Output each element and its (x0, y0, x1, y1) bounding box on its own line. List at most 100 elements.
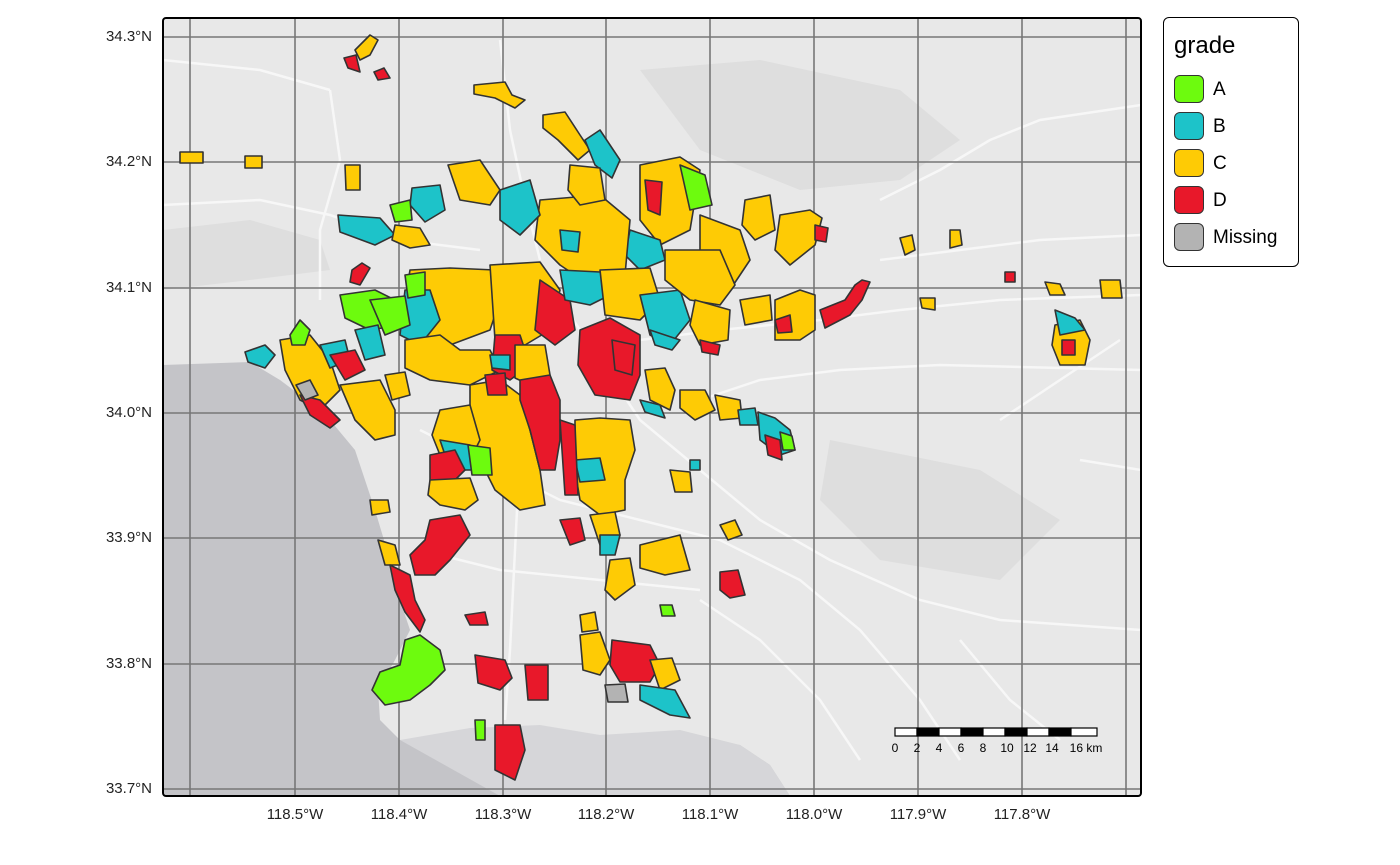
scale-bar-label: 12 (1023, 741, 1037, 755)
polygon-grade-d (464, 611, 489, 626)
polygon-grade-c (354, 34, 379, 61)
road-network (163, 39, 1141, 761)
polygon-grade-d (373, 67, 391, 81)
x-tick-label: 117.8°W (993, 806, 1051, 823)
polygon-grade-d (1004, 271, 1016, 283)
y-tick-label: 33.7°N (105, 780, 152, 797)
polygon-grade-a (389, 199, 413, 223)
scale-bar-label: 2 (913, 741, 921, 755)
polygon-grade-d (329, 349, 366, 381)
scale-bar-label: 10 (1000, 741, 1014, 755)
polygon-grade-c (949, 229, 963, 249)
legend-label: D (1213, 190, 1227, 211)
polygon-grade-b (559, 229, 581, 253)
terrain-patch (640, 60, 960, 190)
polygon-grade-c (244, 155, 263, 169)
scale-bar-label: 4 (935, 741, 943, 755)
scale-bar-label: 14 (1045, 741, 1059, 755)
legend-label: A (1213, 79, 1226, 100)
polygon-grade-a (467, 444, 493, 476)
polygon-grade-c (919, 297, 936, 311)
polygon-grade-d (494, 724, 526, 781)
polygon-grade-c (179, 151, 204, 164)
polygon-grade-c (604, 557, 636, 601)
polygon-grade-d (577, 317, 641, 401)
polygon-grade-b (599, 534, 621, 556)
legend-label: C (1213, 153, 1227, 174)
polygon-grade-b (649, 329, 681, 351)
x-tick-label: 118.4°W (370, 806, 428, 823)
y-tick-label: 34.1°N (105, 279, 152, 296)
polygon-grade-c (899, 234, 916, 256)
x-tick-label: 118.3°W (474, 806, 532, 823)
polygon-grade-c (567, 164, 606, 206)
polygon-grade-d (699, 339, 721, 356)
polygon-grade-b (489, 354, 511, 371)
polygon-grade-b (737, 407, 759, 426)
polygon-grade-c (774, 209, 823, 266)
polygon-grade-a (679, 164, 713, 211)
legend-swatch (1174, 112, 1204, 140)
scale-bar-label: 6 (957, 741, 965, 755)
legend-label: B (1213, 116, 1226, 137)
polygon-grade-d (299, 394, 341, 429)
polygon-grade-c (679, 389, 716, 421)
x-tick-label: 118.1°W (681, 806, 739, 823)
polygon-grade-b (639, 399, 666, 419)
scale-bar-label: 0 (891, 741, 899, 755)
polygon-grade-d (524, 664, 549, 701)
polygon-grade-d (1061, 339, 1076, 356)
legend-swatch (1174, 223, 1204, 251)
polygon-grade-d (409, 514, 471, 576)
polygon-grade-c (542, 111, 591, 161)
polygon-grade-d (611, 339, 636, 376)
polygon-grade-a (371, 634, 446, 706)
polygon-grade-d (559, 517, 586, 546)
polygon-grade-c (664, 249, 736, 306)
polygon-grade-d (474, 654, 513, 691)
polygon-grade-c (391, 224, 431, 249)
polygon-grade-b (559, 269, 611, 306)
polygon-grade-d (484, 372, 508, 396)
polygon-grade-c (579, 611, 599, 633)
terrain-patch (163, 220, 330, 290)
polygon-grade-b (574, 457, 606, 483)
neighborhood-polygons (179, 34, 1123, 781)
polygon-grade-c (369, 499, 391, 516)
polygon-grade-b (1054, 309, 1086, 336)
polygon-grade-c (473, 81, 526, 109)
y-tick-label: 34.0°N (105, 404, 152, 421)
polygon-grade-c (669, 469, 693, 493)
polygon-grade-c (384, 371, 411, 401)
polygon-grade-d (719, 569, 746, 599)
map-panel-frame (162, 17, 1142, 797)
y-tick-label: 33.8°N (105, 655, 152, 672)
polygon-grade-c (339, 379, 396, 441)
y-tick-label: 34.2°N (105, 153, 152, 170)
polygon-grade-d (609, 639, 661, 683)
polygon-grade-a (404, 271, 426, 299)
polygon-grade-c (639, 534, 691, 576)
polygon-grade-c (739, 294, 773, 326)
polygon-grade-b (639, 684, 691, 719)
polygon-grade-b (689, 459, 701, 471)
legend-swatch (1174, 149, 1204, 177)
polygon-grade-a (474, 719, 486, 741)
polygon-grade-c (579, 631, 611, 676)
polygon-grade-c (719, 519, 743, 541)
legend-swatch (1174, 186, 1204, 214)
polygon-grade-d (644, 179, 663, 216)
polygon-grade-d (559, 419, 579, 496)
polygon-grade-c (644, 367, 676, 411)
terrain-patch (820, 440, 1060, 580)
x-tick-label: 117.9°W (889, 806, 947, 823)
polygon-grade-d (519, 374, 561, 471)
legend-label: Missing (1213, 227, 1278, 248)
scale-bar-label: 8 (979, 741, 987, 755)
polygon-grade-a (289, 319, 311, 346)
x-tick-label: 118.0°W (785, 806, 843, 823)
x-tick-label: 118.2°W (577, 806, 635, 823)
legend-title: grade (1174, 32, 1236, 59)
legend-swatch (1174, 75, 1204, 103)
